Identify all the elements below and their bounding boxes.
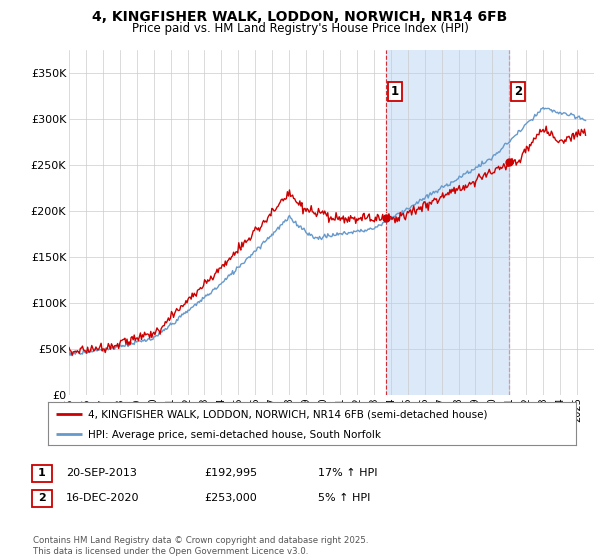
Text: £192,995: £192,995	[204, 468, 257, 478]
Text: Contains HM Land Registry data © Crown copyright and database right 2025.
This d: Contains HM Land Registry data © Crown c…	[33, 536, 368, 556]
Text: 5% ↑ HPI: 5% ↑ HPI	[318, 493, 370, 503]
Text: Price paid vs. HM Land Registry's House Price Index (HPI): Price paid vs. HM Land Registry's House …	[131, 22, 469, 35]
Bar	[386, 50, 509, 395]
Text: 2: 2	[38, 493, 46, 503]
Text: 1: 1	[38, 468, 46, 478]
Text: £253,000: £253,000	[204, 493, 257, 503]
Text: 2: 2	[514, 85, 522, 98]
Text: 16-DEC-2020: 16-DEC-2020	[66, 493, 139, 503]
Text: HPI: Average price, semi-detached house, South Norfolk: HPI: Average price, semi-detached house,…	[88, 430, 380, 440]
Text: 20-SEP-2013: 20-SEP-2013	[66, 468, 137, 478]
Text: 17% ↑ HPI: 17% ↑ HPI	[318, 468, 377, 478]
Text: 4, KINGFISHER WALK, LODDON, NORWICH, NR14 6FB: 4, KINGFISHER WALK, LODDON, NORWICH, NR1…	[92, 10, 508, 24]
Text: 1: 1	[391, 85, 399, 98]
Text: 4, KINGFISHER WALK, LODDON, NORWICH, NR14 6FB (semi-detached house): 4, KINGFISHER WALK, LODDON, NORWICH, NR1…	[88, 409, 487, 419]
